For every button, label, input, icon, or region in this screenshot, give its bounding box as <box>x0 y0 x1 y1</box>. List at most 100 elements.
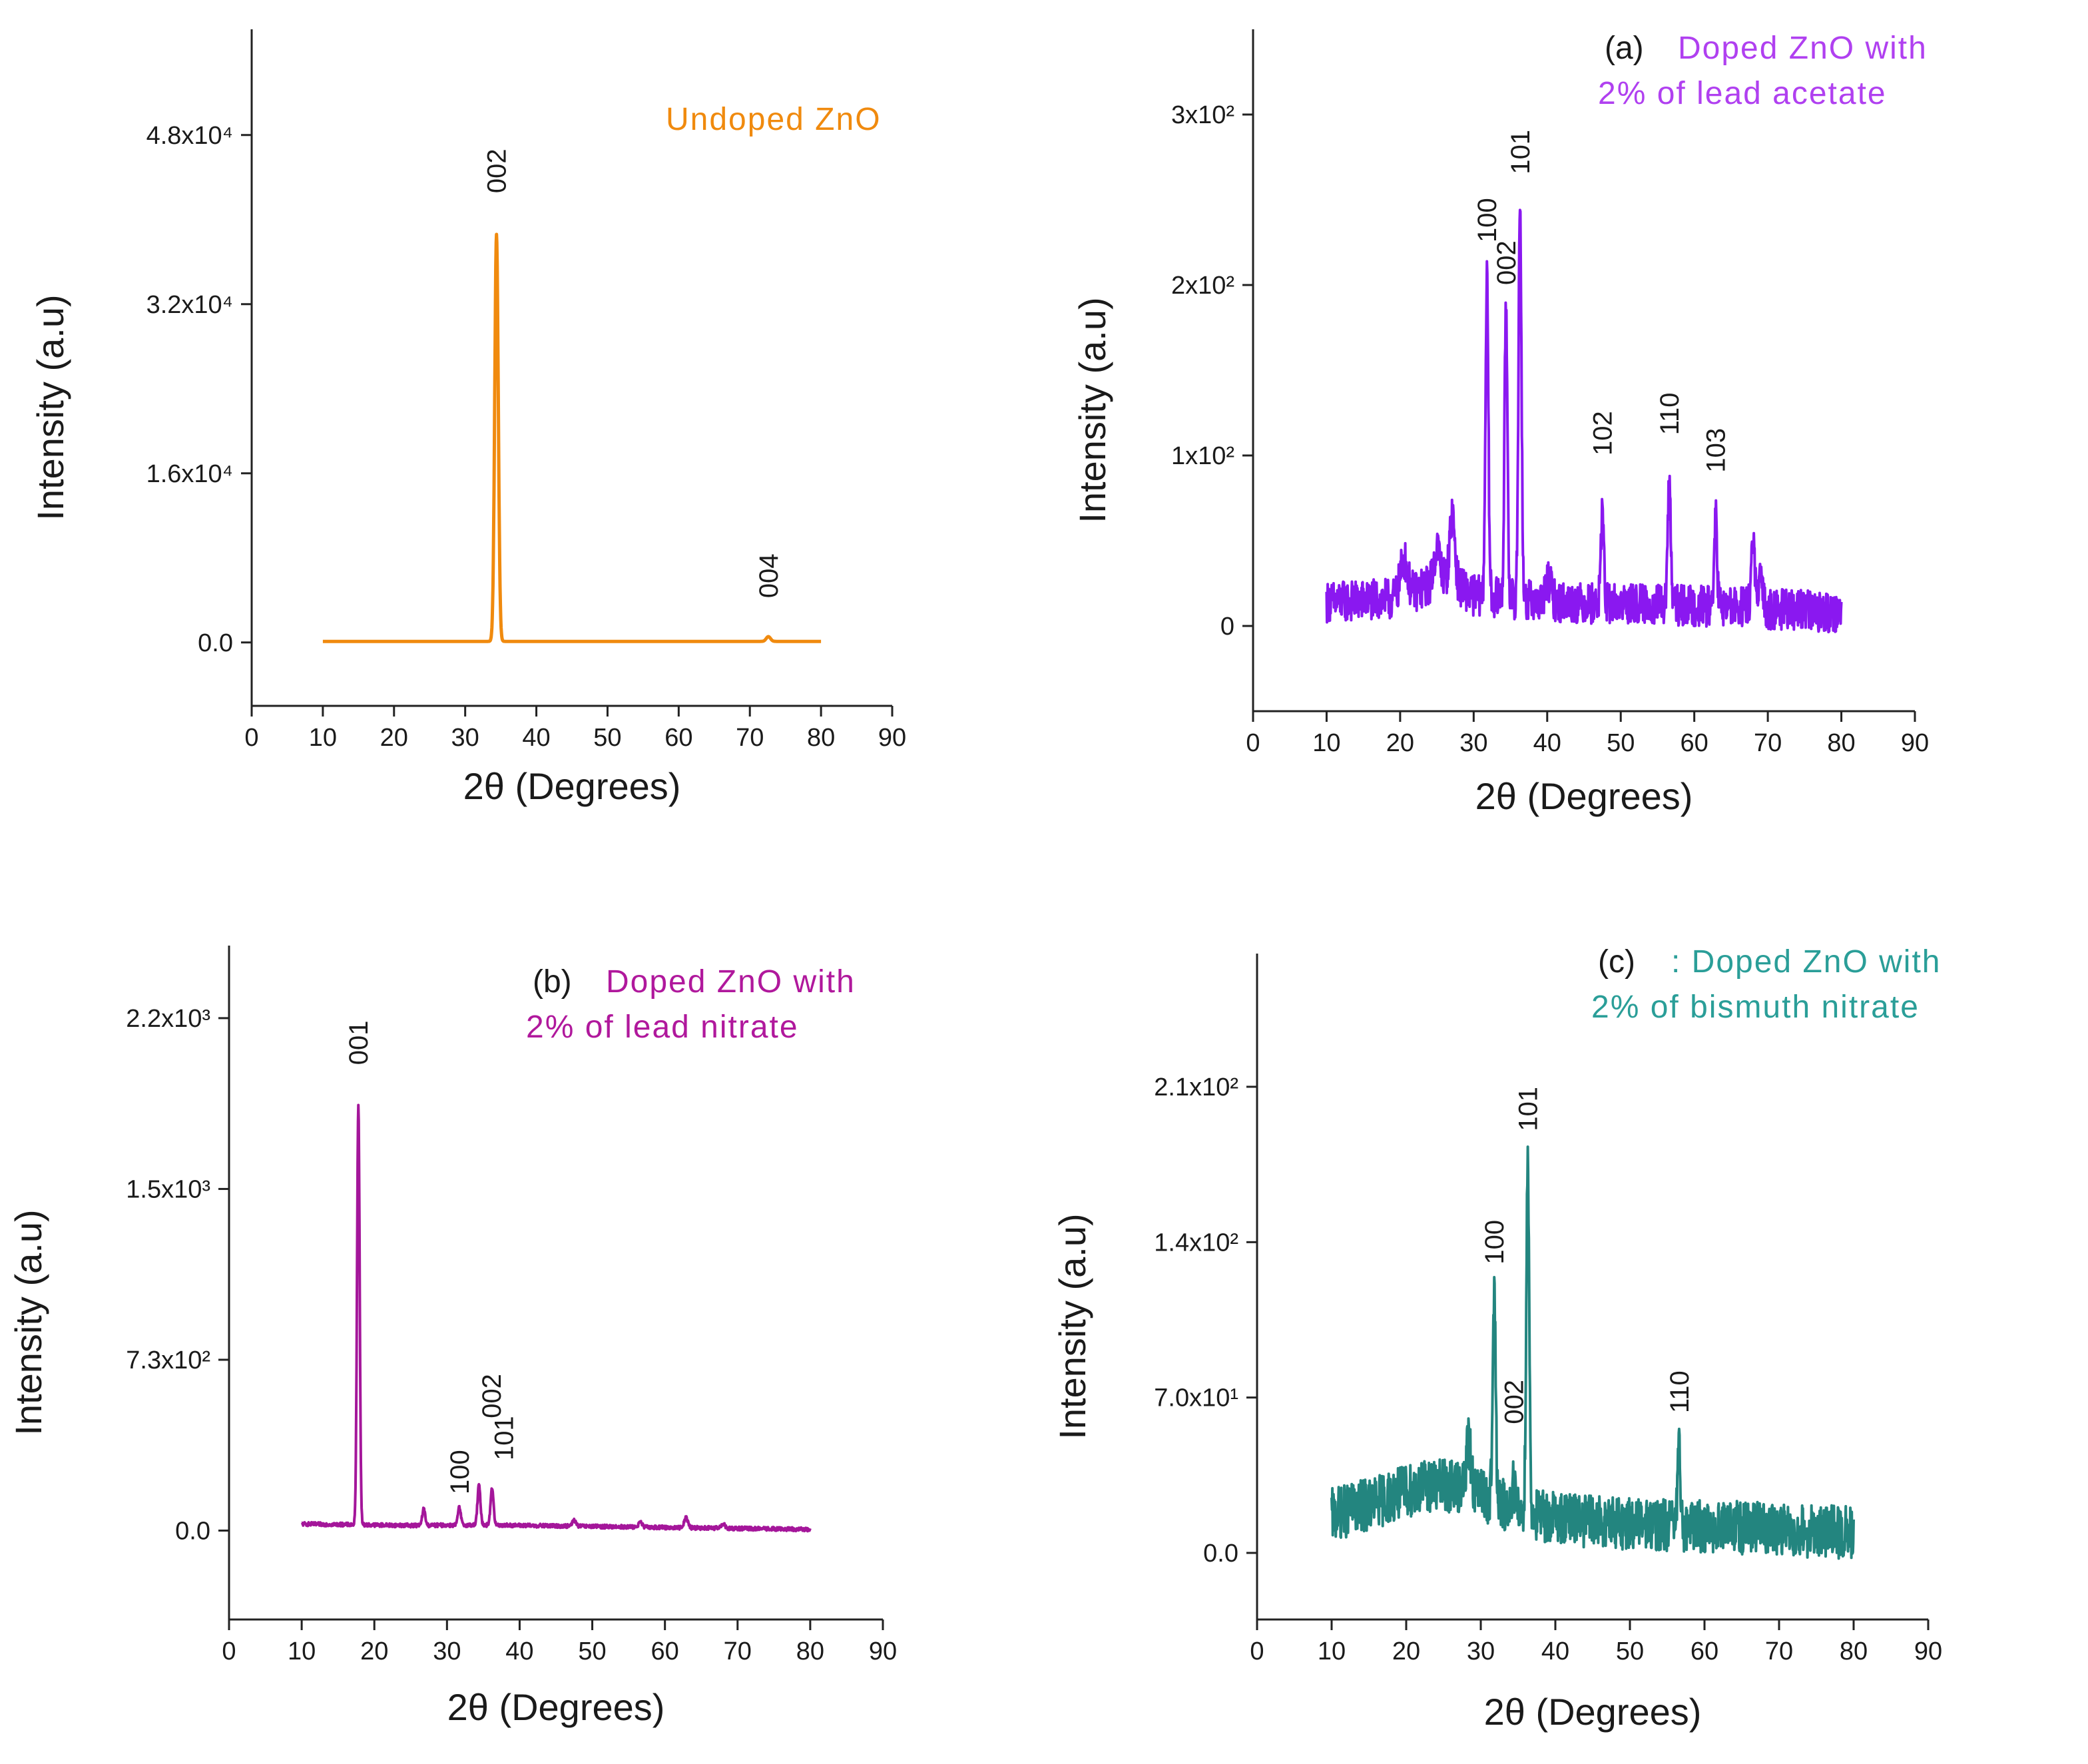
peak-label: 101 <box>489 1416 519 1460</box>
chart-panel-a: 0 10 20 30 40 50 60 70 80 90 0 1x10² 2x10² 3x10² 2θ (D… <box>1071 29 1929 817</box>
x-tick-label: 60 <box>651 1637 679 1665</box>
x-tick-label: 30 <box>1467 1637 1495 1665</box>
x-tick-label: 50 <box>1607 729 1635 757</box>
x-tick-label: 60 <box>1691 1637 1718 1665</box>
peak-label: 110 <box>1665 1370 1695 1413</box>
x-tick-label: 70 <box>724 1637 752 1665</box>
y-axis-title: Intensity (a.u) <box>1051 1213 1093 1439</box>
peak-label: 002 <box>1499 1380 1529 1424</box>
legend: (b) Doped ZnO with 2% of lead nitrate <box>526 964 856 1045</box>
chart-panel-b: 0 10 20 30 40 50 60 70 80 90 0.0 7.3x10² 1.5x10³ 2.2x… <box>7 946 897 1728</box>
x-tick-label: 30 <box>451 724 479 752</box>
x-tick-label: 80 <box>807 724 835 752</box>
legend-line: 2% of lead acetate <box>1598 76 1887 111</box>
x-tick-label: 90 <box>878 724 906 752</box>
legend-prefix: (b) <box>533 964 572 1000</box>
y-tick-label: 0.0 <box>1203 1540 1238 1568</box>
x-tick-label: 70 <box>736 724 764 752</box>
x-tick-label: 50 <box>578 1637 606 1665</box>
y-tick-label: 1x10² <box>1171 442 1234 470</box>
x-tick-label: 50 <box>1616 1637 1644 1665</box>
x-tick-label: 30 <box>1459 729 1487 757</box>
y-tick-label: 2.1x10² <box>1154 1073 1238 1101</box>
x-tick-label: 30 <box>433 1637 461 1665</box>
legend-line: 2% of bismuth nitrate <box>1591 990 1920 1025</box>
y-axis-title: Intensity (a.u) <box>29 294 71 520</box>
x-tick-label: 40 <box>505 1637 533 1665</box>
x-tick-label: 10 <box>1318 1637 1346 1665</box>
y-tick-label: 3.2x10⁴ <box>146 291 233 319</box>
y-tick-label: 1.5x10³ <box>126 1175 210 1203</box>
x-tick-label: 10 <box>288 1637 316 1665</box>
x-tick-label: 20 <box>360 1637 388 1665</box>
x-tick-label: 50 <box>593 724 621 752</box>
legend: Undoped ZnO <box>666 102 882 137</box>
legend-line: Doped ZnO with <box>1678 31 1928 66</box>
x-tick-label: 80 <box>796 1637 824 1665</box>
legend-line: 2% of lead nitrate <box>526 1010 799 1045</box>
peak-label: 103 <box>1702 428 1731 473</box>
y-tick-label: 0.0 <box>175 1517 210 1545</box>
peak-label: 101 <box>1506 130 1535 174</box>
legend: (a) Doped ZnO with 2% of lead acetate <box>1598 31 1928 111</box>
peak-label: 002 <box>1492 240 1521 285</box>
y-tick-label: 3x10² <box>1171 101 1234 129</box>
y-axis-title: Intensity (a.u) <box>7 1209 49 1435</box>
legend-prefix: (c) <box>1598 944 1635 980</box>
x-tick-label: 20 <box>380 724 408 752</box>
x-tick-label: 70 <box>1765 1637 1793 1665</box>
peak-label: 004 <box>754 553 784 598</box>
x-axis-title: 2θ (Degrees) <box>447 1686 665 1728</box>
legend-line: Doped ZnO with <box>606 964 856 1000</box>
peak-label: 102 <box>1589 411 1618 455</box>
x-tick-label: 10 <box>309 724 337 752</box>
x-tick-label: 20 <box>1392 1637 1420 1665</box>
legend-line: : Doped ZnO with <box>1671 944 1942 980</box>
legend: (c) : Doped ZnO with 2% of bismuth nitrate <box>1591 944 1942 1025</box>
x-axis-title: 2θ (Degrees) <box>463 765 681 807</box>
xrd-pattern-line <box>321 232 823 643</box>
x-tick-label: 40 <box>1533 729 1561 757</box>
y-tick-label: 0 <box>1220 613 1234 641</box>
x-tick-label: 90 <box>1901 729 1929 757</box>
x-tick-label: 10 <box>1312 729 1340 757</box>
x-axis-title: 2θ (Degrees) <box>1475 775 1693 817</box>
x-tick-label: 0 <box>244 724 258 752</box>
x-tick-label: 40 <box>1541 1637 1569 1665</box>
xrd-pattern-line <box>1330 1145 1855 1560</box>
y-tick-label: 7.3x10² <box>126 1346 210 1374</box>
x-tick-label: 20 <box>1386 729 1414 757</box>
peak-label: 100 <box>1473 198 1502 242</box>
y-tick-label: 0.0 <box>198 629 233 657</box>
x-tick-label: 70 <box>1754 729 1782 757</box>
peak-label: 110 <box>1655 392 1685 435</box>
x-tick-label: 60 <box>1681 729 1708 757</box>
y-axis-title: Intensity (a.u) <box>1071 297 1113 523</box>
y-tick-label: 1.4x10² <box>1154 1229 1238 1257</box>
peak-label: 002 <box>477 1374 507 1418</box>
xrd-pattern-line <box>300 1103 812 1533</box>
x-axis-title: 2θ (Degrees) <box>1484 1691 1702 1733</box>
peak-label: 101 <box>1514 1087 1543 1131</box>
x-tick-label: 80 <box>1840 1637 1868 1665</box>
peak-label: 001 <box>344 1020 374 1065</box>
peak-label: 100 <box>445 1450 475 1494</box>
x-tick-label: 0 <box>222 1637 236 1665</box>
y-tick-label: 1.6x10⁴ <box>146 460 233 488</box>
y-tick-label: 2.2x10³ <box>126 1005 210 1033</box>
x-tick-label: 90 <box>869 1637 897 1665</box>
peak-label: 100 <box>1480 1220 1509 1265</box>
x-tick-label: 80 <box>1827 729 1855 757</box>
x-tick-label: 40 <box>522 724 550 752</box>
xrd-pattern-line <box>1325 208 1843 634</box>
x-tick-label: 90 <box>1914 1637 1942 1665</box>
x-tick-label: 0 <box>1246 729 1260 757</box>
chart-panel-undoped: 0 10 20 30 40 50 60 70 80 90 0.0 1.6x10⁴ 3.2x10⁴ 4.8x… <box>29 29 906 807</box>
chart-panel-c: 0 10 20 30 40 50 60 70 80 90 0.0 7.0x10¹ 1.4x10² 2.1x… <box>1051 944 1942 1733</box>
y-tick-label: 7.0x10¹ <box>1154 1384 1238 1412</box>
y-tick-label: 2x10² <box>1171 272 1234 300</box>
legend-line: Undoped ZnO <box>666 102 882 137</box>
x-tick-label: 0 <box>1250 1637 1264 1665</box>
peak-label: 002 <box>483 148 512 193</box>
